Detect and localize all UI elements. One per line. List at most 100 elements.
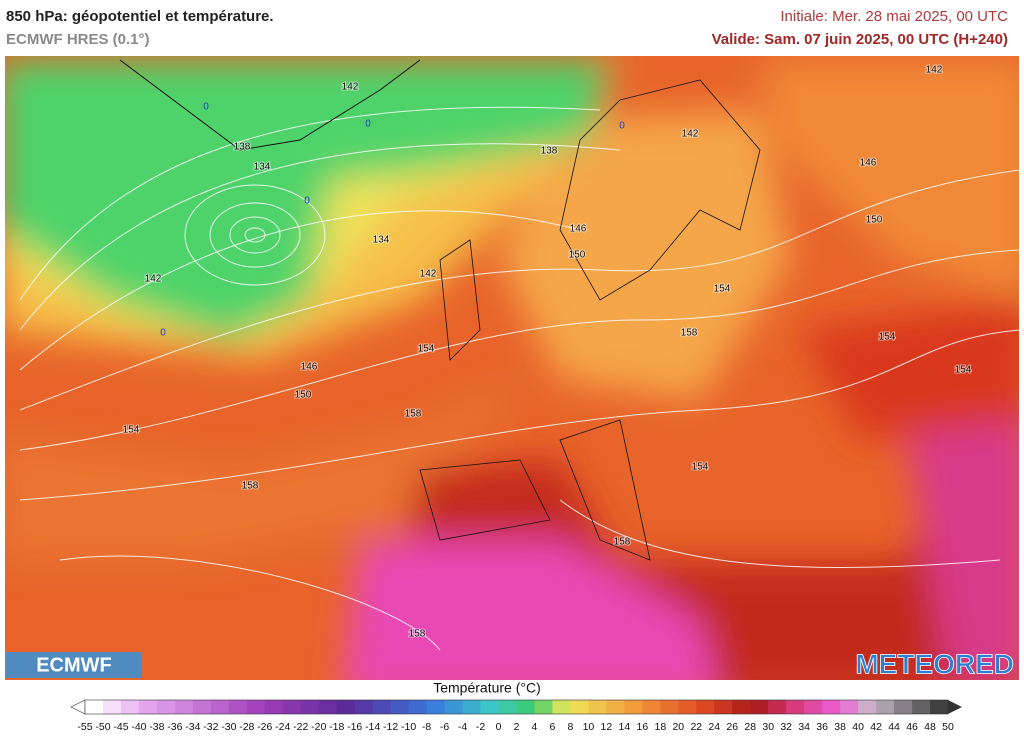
colorbar-label: 10 xyxy=(583,721,595,733)
contour-label: 154 xyxy=(955,365,972,376)
colorbar-label: -26 xyxy=(257,721,272,733)
contour-label: 142 xyxy=(342,82,359,93)
colorbar-cell xyxy=(498,700,517,714)
colorbar-cell xyxy=(516,700,535,714)
colorbar-label: 8 xyxy=(568,721,574,733)
isotherm-label: 0 xyxy=(619,121,625,132)
colorbar-cell xyxy=(714,700,733,714)
colorbar-label: -16 xyxy=(347,721,362,733)
contour-label: 134 xyxy=(373,235,390,246)
coastline-greenland xyxy=(119,59,421,151)
contour-label: 150 xyxy=(866,215,883,226)
colorbar-cell xyxy=(408,700,428,714)
colorbar-cell xyxy=(768,700,787,714)
colorbar-cell xyxy=(894,700,913,714)
colorbar-label: 48 xyxy=(924,721,936,733)
colorbar-cell xyxy=(444,700,463,714)
colorbar-cell xyxy=(912,700,931,714)
colorbar-cell xyxy=(858,700,877,714)
colorbar-cell xyxy=(300,700,320,714)
colorbar-label: 24 xyxy=(708,721,720,733)
colorbar-arrow-left xyxy=(70,699,86,715)
colorbar-label: 46 xyxy=(906,721,918,733)
colorbar-label: -8 xyxy=(422,721,431,733)
colorbar-cell xyxy=(426,700,445,714)
colorbar-cell xyxy=(480,700,499,714)
logo-left: ECMWF xyxy=(36,654,112,676)
subtitle: ECMWF HRES (0.1°) xyxy=(6,31,150,48)
colorbar-cell xyxy=(678,700,697,714)
colorbar-cell xyxy=(588,700,607,714)
colorbar-label: 30 xyxy=(762,721,774,733)
contour-label: 154 xyxy=(418,344,435,355)
colorbar-cell xyxy=(210,700,230,714)
colorbar-label: 34 xyxy=(798,721,810,733)
colorbar-label: 20 xyxy=(672,721,684,733)
colorbar-label: 44 xyxy=(888,721,900,733)
coastlines xyxy=(419,79,761,561)
initial-time: Initiale: Mer. 28 mai 2025, 00 UTC xyxy=(780,8,1008,25)
contour-label: 154 xyxy=(879,332,896,343)
colorbar-cell xyxy=(354,700,374,714)
colorbar-label: -40 xyxy=(131,721,146,733)
geopotential-contours xyxy=(19,106,1019,651)
colorbar-cell xyxy=(786,700,805,714)
contour-label: 158 xyxy=(242,481,259,492)
colorbar-title: Température (°C) xyxy=(433,680,541,696)
colorbar-cell xyxy=(804,700,823,714)
contour-label: 150 xyxy=(295,390,312,401)
colorbar-cell xyxy=(336,700,356,714)
colorbar-label: -34 xyxy=(185,721,200,733)
contour-labels: 1421381341381421421461501341461501421421… xyxy=(122,64,973,641)
colorbar-label: -20 xyxy=(311,721,326,733)
contour-label: 154 xyxy=(714,284,731,295)
isotherm-label: 0 xyxy=(203,102,209,113)
colorbar-label: 12 xyxy=(601,721,613,733)
colorbar-label: 18 xyxy=(654,721,666,733)
colorbar-label: -38 xyxy=(149,721,164,733)
contour-label: 142 xyxy=(682,129,699,140)
contour-label: 146 xyxy=(860,158,877,169)
colorbar-cell xyxy=(372,700,392,714)
colorbar-cell xyxy=(750,700,769,714)
contour-label: 158 xyxy=(681,328,698,339)
colorbar-cell xyxy=(876,700,895,714)
colorbar-label: -12 xyxy=(383,721,398,733)
colorbar-cell xyxy=(930,700,949,714)
ecmwf-logo: ECMWF xyxy=(6,652,142,678)
colorbar-label: 38 xyxy=(834,721,846,733)
contour-label: 154 xyxy=(123,425,140,436)
colorbar-frame xyxy=(84,699,949,715)
contour-label: 154 xyxy=(692,462,709,473)
colorbar-label: 50 xyxy=(942,721,954,733)
colorbar-cell xyxy=(120,700,140,714)
colorbar-label: -2 xyxy=(476,721,485,733)
colorbar-cell xyxy=(102,700,122,714)
colorbar-label: -14 xyxy=(365,721,380,733)
contour-label: 158 xyxy=(614,537,631,548)
isotherm-label: 0 xyxy=(304,196,310,207)
colorbar-cell xyxy=(732,700,751,714)
colorbar-label: -28 xyxy=(239,721,254,733)
colorbar-cell xyxy=(318,700,338,714)
colorbar-cell xyxy=(822,700,841,714)
colorbar-label: -50 xyxy=(95,721,110,733)
colorbar-cell xyxy=(840,700,859,714)
colorbar-label: -4 xyxy=(458,721,467,733)
contour-label: 158 xyxy=(409,629,426,640)
colorbar-cell xyxy=(606,700,625,714)
colorbar-cell xyxy=(192,700,212,714)
colorbar-label: 40 xyxy=(852,721,864,733)
colorbar-label: -45 xyxy=(113,721,128,733)
colorbar-label: 36 xyxy=(816,721,828,733)
map: 1421381341381421421461501341461501421421… xyxy=(5,56,1019,680)
contour-label: 150 xyxy=(569,250,586,261)
contour-label: 142 xyxy=(926,65,943,76)
colorbar-cell xyxy=(264,700,284,714)
colorbar-label: -55 xyxy=(77,721,92,733)
contour-label: 138 xyxy=(234,142,251,153)
title: 850 hPa: géopotentiel et température. xyxy=(6,8,274,25)
contour-label: 142 xyxy=(420,269,437,280)
